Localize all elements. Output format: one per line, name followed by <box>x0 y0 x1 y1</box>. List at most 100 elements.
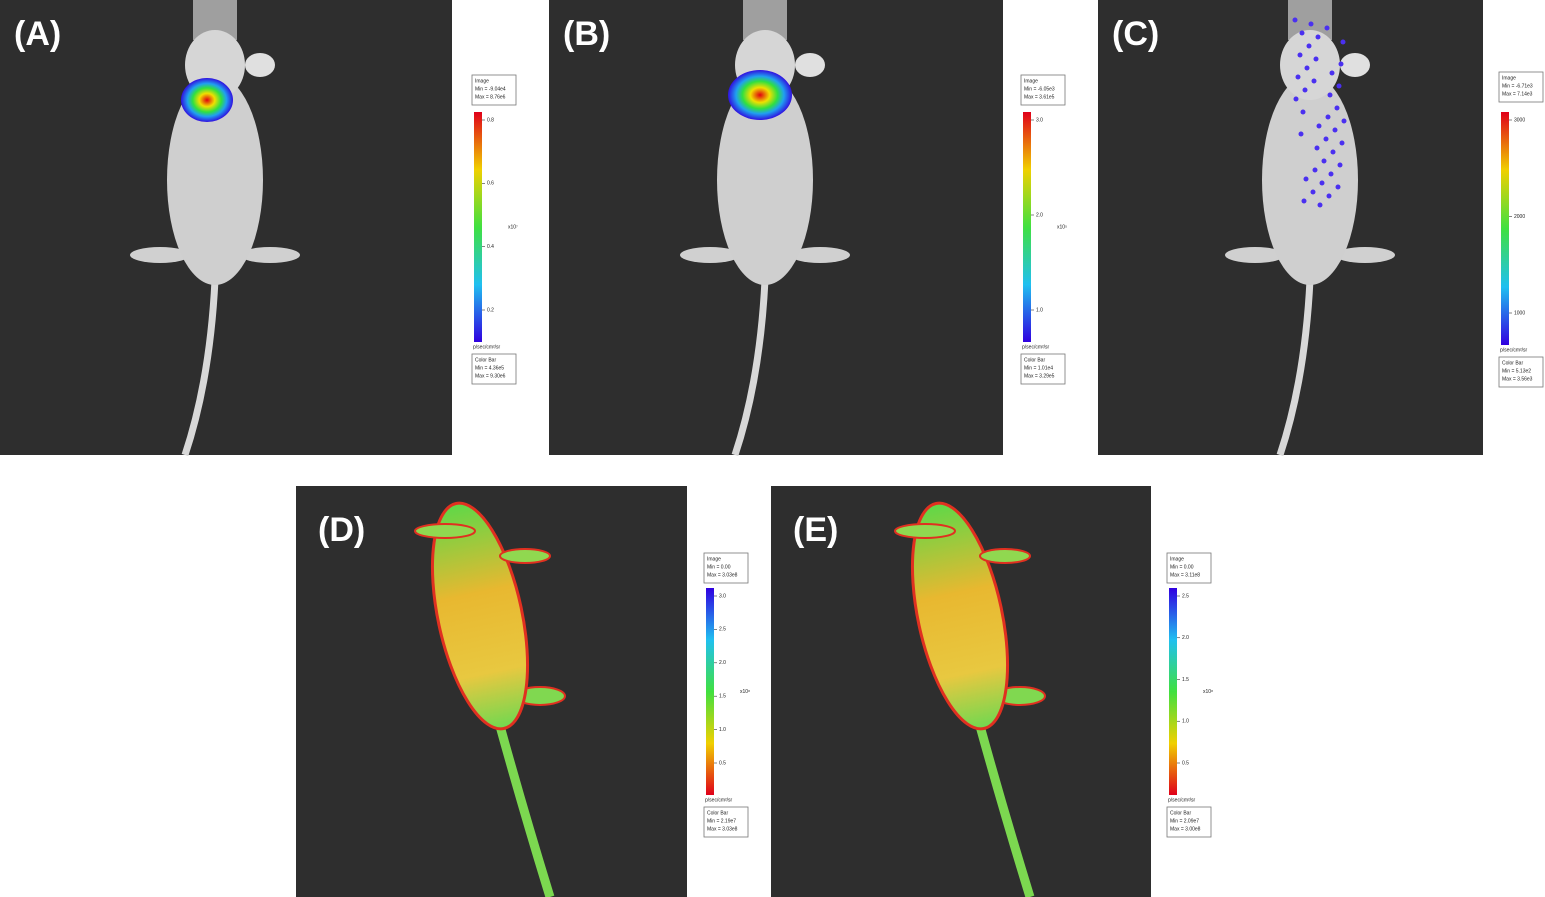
signal-dot <box>1315 34 1321 40</box>
info-text: Min = 1.01e4 <box>1024 365 1053 371</box>
signal-dot <box>1314 145 1320 151</box>
tail <box>181 279 219 457</box>
info-text: Image <box>475 78 489 84</box>
signal-dot <box>1306 43 1312 49</box>
arm <box>414 523 476 539</box>
info-box <box>1020 74 1066 106</box>
signal-dot <box>1319 180 1325 186</box>
tail <box>495 724 555 897</box>
signal-dot <box>1335 184 1341 190</box>
signal-dot <box>1297 52 1303 58</box>
signal-dot <box>1308 21 1314 27</box>
tail <box>1276 279 1314 457</box>
info-text: Min = 2.19e7 <box>707 818 736 824</box>
signal-dot <box>1321 158 1327 164</box>
signal <box>181 78 233 122</box>
info-text: Max = 3.61e5 <box>1024 94 1055 100</box>
arm <box>979 548 1031 564</box>
info-text: Max = 7.14e3 <box>1502 91 1533 97</box>
tick-label: 3000 <box>1514 117 1525 123</box>
exponent: x10⁸ <box>740 689 750 695</box>
leg <box>790 247 850 263</box>
signal-dot <box>1327 92 1333 98</box>
info-text: Max = 3.11e8 <box>1170 572 1200 578</box>
signal-dot <box>1323 136 1329 142</box>
signal-dot <box>1313 56 1319 62</box>
tail <box>975 724 1035 897</box>
panel: (C) Image Min = -6.71e3 Max = 7.14e3 3000 200… <box>1098 0 1544 457</box>
signal-dot <box>1326 193 1332 199</box>
info-box <box>471 74 517 106</box>
info-text: Max = 3.29e5 <box>1024 373 1055 379</box>
ear <box>245 53 275 77</box>
signal-dot <box>1310 189 1316 195</box>
tick-label: 3.0 <box>1036 117 1043 123</box>
signal-dot <box>1302 87 1308 93</box>
signal-dot <box>1293 96 1299 102</box>
info-text: Min = 0.00 <box>1170 564 1194 570</box>
tick-label: 1.5 <box>719 694 726 700</box>
leg <box>1225 247 1285 263</box>
tick-label: 0.6 <box>487 181 494 187</box>
signal-dot <box>1303 176 1309 182</box>
info-box <box>471 353 517 385</box>
signal-dot <box>1328 171 1334 177</box>
head <box>1280 30 1340 100</box>
signal-dot <box>1330 149 1336 155</box>
info-box <box>1020 353 1066 385</box>
info-text: Color Bar <box>475 357 496 363</box>
panel: (B) Image Min = -6.05e3 Max = 3.61e5 3.0 2.0 1… <box>549 0 1067 457</box>
body <box>717 75 813 285</box>
info-text: Max = 3.56e3 <box>1502 376 1533 382</box>
arm <box>499 548 551 564</box>
signal-dot <box>1304 65 1310 71</box>
color-bar <box>1169 588 1177 795</box>
signal-dot <box>1341 118 1347 124</box>
info-box <box>1166 806 1212 838</box>
info-text: Min = 4.36e5 <box>475 365 504 371</box>
tail <box>731 279 769 457</box>
tick-label: 1.0 <box>1036 307 1043 313</box>
tick-label: 1000 <box>1514 310 1525 316</box>
panel: (D) Image Min = 0.00 Max = 3.03e8 3.0 2.5 2.0 1… <box>296 486 750 897</box>
exponent: x10⁸ <box>1203 689 1213 695</box>
ear <box>795 53 825 77</box>
signal-dot <box>1311 78 1317 84</box>
tick-label: 0.5 <box>1182 760 1189 766</box>
panel-label: (B) <box>563 15 610 53</box>
unit: p/sec/cm²/sr <box>1500 347 1528 353</box>
signal-dot <box>1298 131 1304 137</box>
signal-dot <box>1340 39 1346 45</box>
color-bar <box>1501 112 1509 345</box>
tick-label: 0.4 <box>487 244 494 250</box>
info-text: Max = 3.03e8 <box>707 572 738 578</box>
info-text: Max = 9.30e6 <box>475 373 506 379</box>
signal-dot <box>1295 74 1301 80</box>
leg <box>680 247 740 263</box>
signal-dot <box>1299 30 1305 36</box>
info-text: Max = 8.76e6 <box>475 94 506 100</box>
info-text: Color Bar <box>1502 360 1523 366</box>
unit: p/sec/cm²/sr <box>705 797 733 803</box>
signal-dot <box>1336 83 1342 89</box>
signal-dot <box>1339 140 1345 146</box>
info-text: Min = -6.71e3 <box>1502 83 1533 89</box>
signal-dot <box>1325 114 1331 120</box>
info-box <box>703 552 749 584</box>
tick-label: 1.5 <box>1182 677 1189 683</box>
signal-dot <box>1324 25 1330 31</box>
leg <box>240 247 300 263</box>
signal-dot <box>1317 202 1323 208</box>
info-text: Image <box>707 556 721 562</box>
info-text: Max = 3.00e8 <box>1170 826 1201 832</box>
info-text: Color Bar <box>1024 357 1045 363</box>
tick-label: 0.8 <box>487 117 494 123</box>
tick-label: 2.5 <box>1182 593 1189 599</box>
info-text: Color Bar <box>1170 810 1191 816</box>
signal <box>728 70 792 120</box>
tick-label: 0.2 <box>487 307 494 313</box>
signal-dot <box>1337 162 1343 168</box>
exponent: x10⁵ <box>1057 224 1067 230</box>
info-box <box>1498 356 1544 388</box>
